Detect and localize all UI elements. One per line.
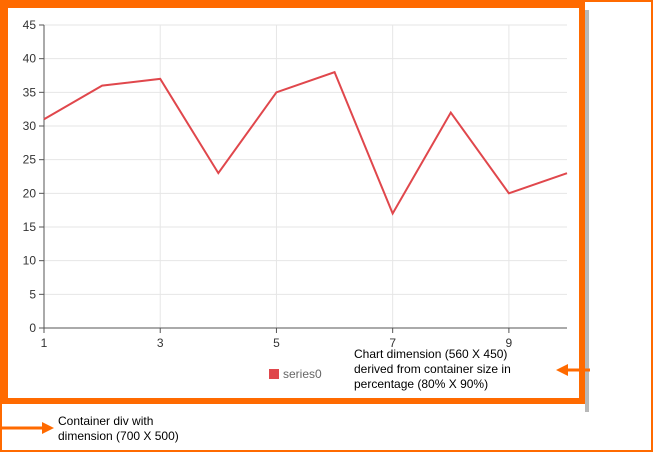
series-point	[449, 111, 452, 114]
series-point	[275, 91, 278, 94]
series-point	[333, 71, 336, 74]
series-point	[566, 172, 569, 175]
series-point	[101, 84, 104, 87]
y-tick-label: 5	[29, 287, 36, 301]
x-tick-label: 3	[157, 336, 164, 350]
y-tick-label: 35	[23, 85, 37, 99]
y-tick-label: 10	[23, 254, 37, 268]
x-tick-label: 5	[273, 336, 280, 350]
y-tick-label: 15	[23, 220, 37, 234]
x-tick-label: 9	[506, 336, 513, 350]
y-tick-label: 20	[23, 186, 37, 200]
series-point	[391, 212, 394, 215]
y-tick-label: 0	[29, 321, 36, 335]
y-tick-label: 25	[23, 153, 37, 167]
grid-lines	[43, 24, 567, 329]
series-point	[43, 118, 46, 121]
x-tick-label: 7	[389, 336, 396, 350]
chart-axes	[39, 24, 567, 333]
legend[interactable]: series0	[269, 367, 322, 381]
y-tick-label: 30	[23, 119, 37, 133]
series-point	[159, 77, 162, 80]
series-point	[507, 192, 510, 195]
legend-label[interactable]: series0	[283, 367, 322, 381]
annotation-arrows	[2, 364, 590, 434]
y-tick-label: 40	[23, 52, 37, 66]
chart-dimension-annotation: Chart dimension (560 X 450) derived from…	[354, 347, 511, 391]
container-arrow-head	[42, 422, 54, 434]
chart-arrow-head	[556, 364, 568, 376]
series-point	[217, 172, 220, 175]
y-tick-label: 45	[23, 18, 37, 32]
series-group	[43, 70, 569, 216]
x-tick-label: 1	[41, 336, 48, 350]
chart-frame	[2, 2, 589, 412]
legend-swatch[interactable]	[269, 369, 279, 379]
series-line	[43, 70, 568, 216]
container-dimension-annotation: Container div with dimension (700 X 500)	[58, 414, 179, 443]
